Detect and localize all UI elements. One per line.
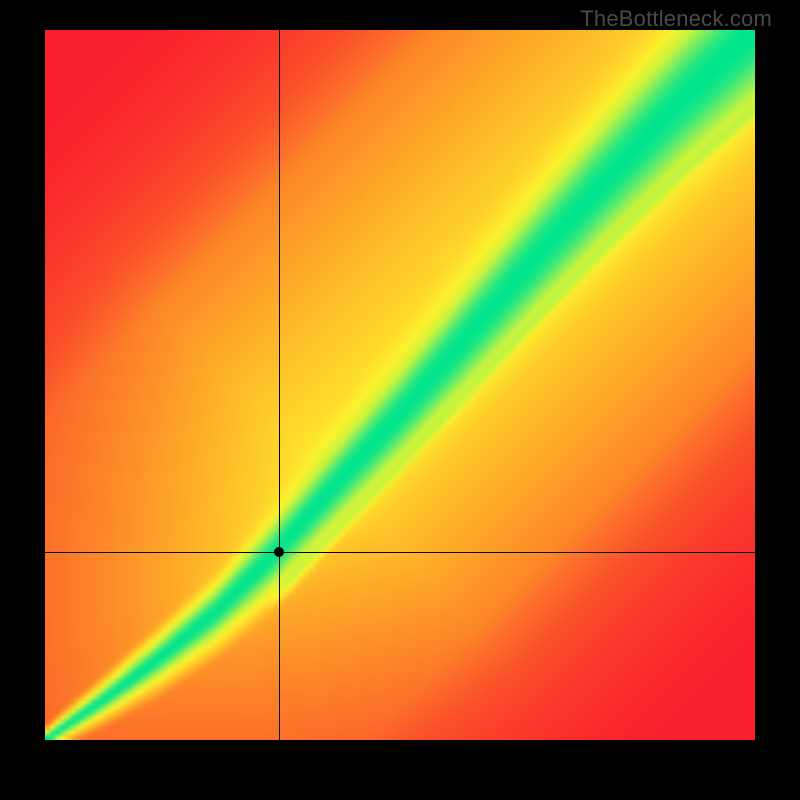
crosshair-vertical [279, 30, 280, 740]
watermark: TheBottleneck.com [580, 6, 772, 32]
crosshair-marker [274, 547, 284, 557]
heatmap-canvas-wrap [45, 30, 755, 740]
crosshair-horizontal [45, 552, 755, 553]
heatmap-plot [45, 30, 755, 740]
heatmap-canvas [45, 30, 755, 740]
